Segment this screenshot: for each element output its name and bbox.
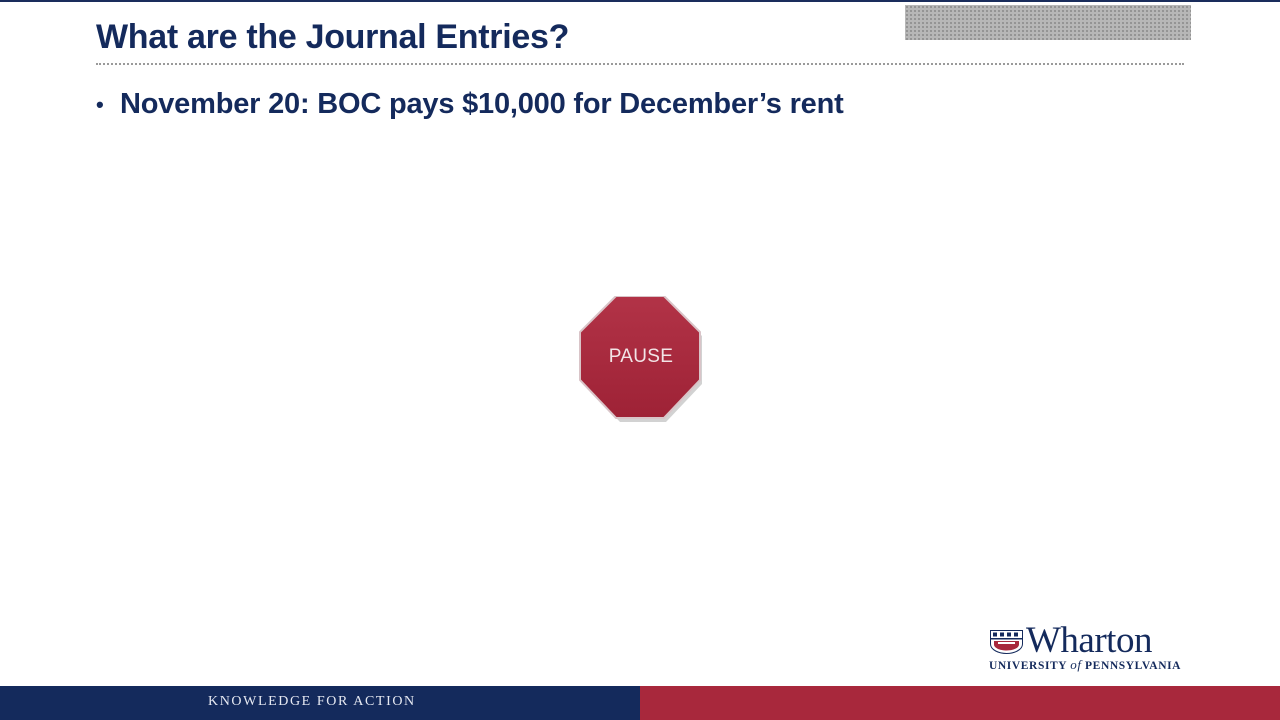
- corner-texture-patch: [905, 5, 1191, 40]
- logo-subtitle-part-2: PENNSYLVANIA: [1081, 660, 1182, 672]
- bullet-item: • November 20: BOC pays $10,000 for Dece…: [96, 88, 844, 121]
- logo-subtitle-of: of: [1070, 657, 1082, 672]
- title-divider: [96, 63, 1184, 65]
- footer-tagline: KNOWLEDGE FOR ACTION: [208, 694, 416, 709]
- logo-wordmark: Wharton: [1026, 620, 1152, 661]
- pause-stop-sign[interactable]: PAUSE: [578, 296, 706, 428]
- wharton-logo: Wharton UNIVERSITY of PENNSYLVANIA: [988, 621, 1192, 673]
- logo-subtitle-part: UNIVERSITY: [989, 660, 1071, 672]
- logo-subtitle: UNIVERSITY of PENNSYLVANIA: [989, 657, 1181, 673]
- bullet-dot-icon: •: [96, 91, 104, 117]
- slide-title: What are the Journal Entries?: [96, 18, 570, 56]
- top-border-rule: [0, 0, 1280, 2]
- footer-red-band: [640, 686, 1280, 720]
- stop-sign-icon: [579, 296, 702, 422]
- footer-navy-band: KNOWLEDGE FOR ACTION: [0, 686, 640, 720]
- penn-shield-icon: [990, 630, 1023, 654]
- bullet-text: November 20: BOC pays $10,000 for Decemb…: [120, 88, 844, 120]
- stop-sign-label: PAUSE: [608, 346, 674, 367]
